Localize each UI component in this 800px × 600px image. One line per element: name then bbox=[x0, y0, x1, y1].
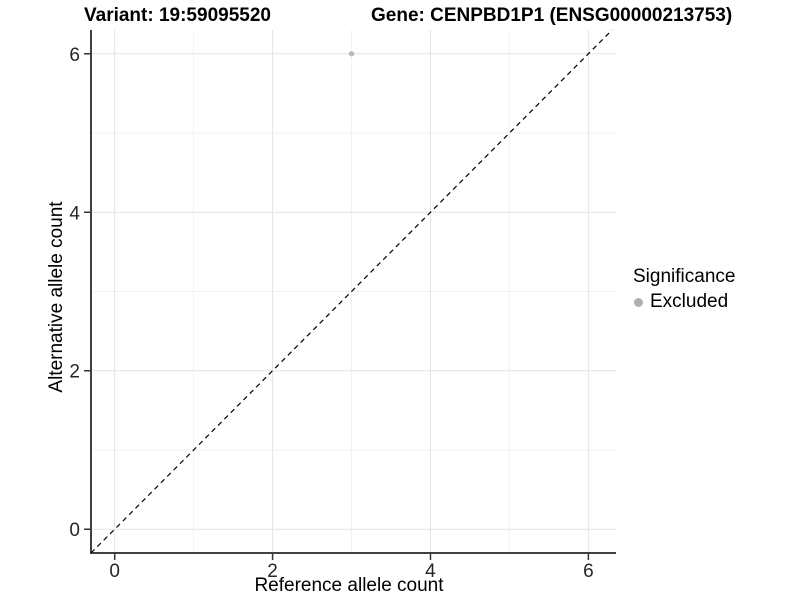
legend-item-label: Excluded bbox=[650, 291, 729, 312]
variant-title: Variant: 19:59095520 bbox=[84, 5, 271, 26]
x-axis-title: Reference allele count bbox=[254, 575, 444, 596]
x-tick-label: 0 bbox=[109, 561, 120, 582]
y-tick-label: 6 bbox=[69, 45, 80, 66]
legend-title: Significance bbox=[633, 266, 736, 287]
legend: Significance Excluded bbox=[633, 266, 735, 313]
x-tick-label: 6 bbox=[583, 561, 594, 582]
gene-title: Gene: CENPBD1P1 (ENSG00000213753) bbox=[371, 5, 733, 26]
y-tick-label: 0 bbox=[69, 520, 80, 541]
x-tick-label: 4 bbox=[425, 561, 436, 582]
excluded-point-icon bbox=[634, 297, 643, 307]
y-tick-label: 2 bbox=[69, 362, 80, 383]
y-tick-label: 4 bbox=[69, 203, 80, 224]
legend-item-excluded: Excluded bbox=[633, 291, 735, 313]
data-point bbox=[348, 51, 355, 57]
y-axis-title: Alternative allele count bbox=[46, 201, 67, 393]
identity-line bbox=[90, 29, 613, 554]
x-tick-label: 2 bbox=[267, 561, 278, 582]
